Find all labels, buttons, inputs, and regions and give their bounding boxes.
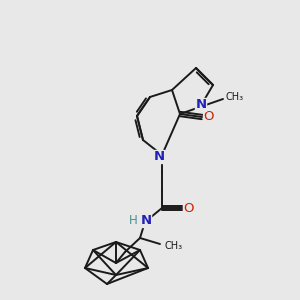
Text: O: O — [204, 110, 214, 124]
Text: O: O — [184, 202, 194, 214]
Text: N: N — [195, 98, 207, 112]
Text: CH₃: CH₃ — [226, 92, 244, 102]
Text: H: H — [129, 214, 137, 227]
Text: CH₃: CH₃ — [165, 241, 183, 251]
Text: N: N — [140, 214, 152, 227]
Text: N: N — [153, 151, 165, 164]
